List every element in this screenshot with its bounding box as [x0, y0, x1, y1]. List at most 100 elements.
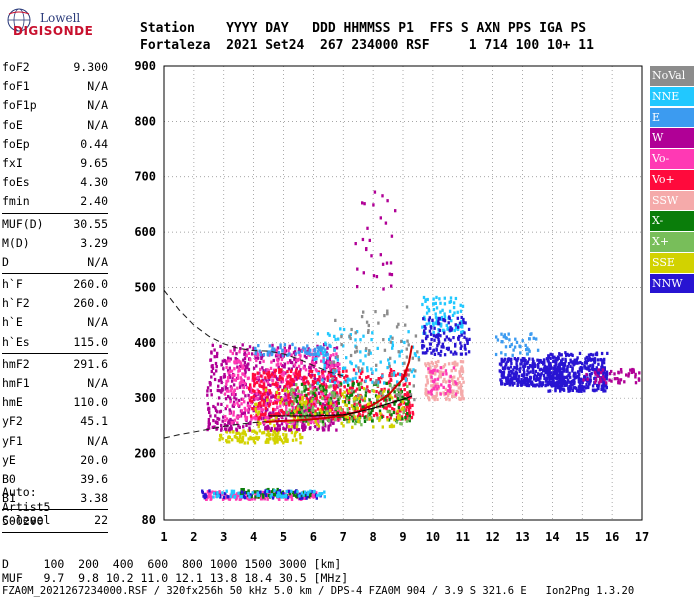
param-value: 9.300	[73, 60, 108, 74]
echo-point	[299, 412, 303, 416]
echo-point	[631, 367, 634, 372]
echo-point	[328, 358, 331, 362]
echo-point	[244, 394, 247, 398]
echo-point	[559, 386, 562, 390]
echo-cluster	[354, 190, 397, 291]
echo-point	[240, 490, 244, 494]
echo-point	[361, 367, 364, 371]
echo-point	[216, 351, 219, 355]
echo-point	[319, 419, 322, 423]
echo-point	[404, 415, 407, 420]
echo-point	[508, 373, 511, 378]
echo-point	[408, 414, 411, 418]
echo-point	[215, 354, 219, 359]
echo-point	[316, 346, 319, 350]
echo-point	[375, 390, 378, 394]
echo-point	[405, 347, 408, 351]
echo-point	[290, 367, 293, 371]
echo-point	[236, 373, 240, 377]
echo-point	[388, 380, 391, 384]
echo-point	[307, 387, 310, 391]
echo-point	[360, 395, 363, 399]
echo-point	[259, 391, 262, 395]
echo-point	[454, 392, 458, 396]
echo-point	[556, 386, 560, 390]
echo-point	[381, 262, 385, 266]
echo-point	[292, 372, 295, 376]
echo-point	[267, 438, 270, 442]
echo-point	[547, 374, 550, 378]
echo-point	[290, 497, 294, 501]
echo-point	[537, 373, 541, 377]
echo-point	[552, 359, 555, 364]
x-tick-label: 13	[515, 530, 529, 544]
echo-point	[577, 370, 580, 374]
echo-point	[283, 398, 286, 402]
echo-point	[308, 413, 312, 417]
echo-point	[371, 389, 374, 393]
echo-point	[383, 314, 386, 318]
echo-point	[540, 372, 543, 376]
echo-point	[206, 490, 210, 494]
echo-point	[293, 399, 296, 403]
echo-point	[428, 316, 431, 320]
echo-point	[567, 389, 570, 393]
echo-point	[260, 392, 263, 396]
echo-point	[322, 360, 325, 364]
echo-point	[310, 375, 313, 379]
echo-point	[328, 419, 331, 423]
echo-point	[275, 358, 279, 362]
echo-point	[247, 410, 250, 414]
echo-point	[289, 428, 293, 432]
echo-point	[429, 373, 432, 377]
echo-point	[267, 382, 270, 387]
axis-ticks: 1 2 3 4 5 6 7 8 9 10 11 12 13 14 15 16 17802003004005006…	[134, 59, 649, 544]
echo-point	[560, 353, 563, 357]
echo-point	[460, 383, 463, 387]
echo-point	[301, 409, 304, 413]
echo-point	[329, 399, 333, 403]
echo-point	[421, 346, 424, 350]
echo-point	[290, 387, 294, 391]
echo-point	[248, 495, 251, 499]
echo-point	[276, 437, 279, 441]
echo-point	[288, 420, 292, 424]
echo-point	[301, 435, 304, 440]
echo-point	[244, 374, 247, 378]
echo-point	[513, 372, 516, 376]
echo-point	[322, 374, 325, 378]
echo-point	[242, 429, 245, 433]
echo-point	[366, 385, 369, 389]
echo-point	[228, 375, 231, 379]
echo-point	[363, 415, 366, 419]
echo-point	[411, 410, 414, 415]
echo-point	[299, 417, 302, 421]
echo-point	[374, 310, 377, 314]
echo-point	[229, 389, 233, 393]
echo-point	[292, 410, 295, 414]
echo-point	[348, 389, 351, 393]
echo-point	[344, 414, 347, 419]
echo-point	[302, 425, 305, 429]
echo-point	[284, 494, 288, 498]
echo-point	[251, 491, 254, 495]
echo-point	[266, 398, 269, 402]
echo-point	[388, 362, 391, 366]
echo-point	[266, 368, 269, 372]
echo-point	[209, 389, 212, 393]
echo-point	[241, 431, 244, 435]
echo-point	[288, 381, 291, 385]
echo-point	[229, 409, 232, 413]
echo-point	[556, 380, 559, 384]
echo-point	[293, 357, 296, 361]
echo-point	[558, 352, 561, 356]
echo-point	[293, 426, 296, 430]
param-value: N/A	[87, 79, 108, 94]
echo-point	[322, 381, 326, 385]
echo-point	[516, 358, 519, 362]
echo-point	[500, 372, 504, 376]
echo-point	[218, 438, 221, 442]
echo-point	[451, 391, 454, 395]
echo-point	[515, 377, 518, 381]
echo-point	[288, 403, 291, 407]
